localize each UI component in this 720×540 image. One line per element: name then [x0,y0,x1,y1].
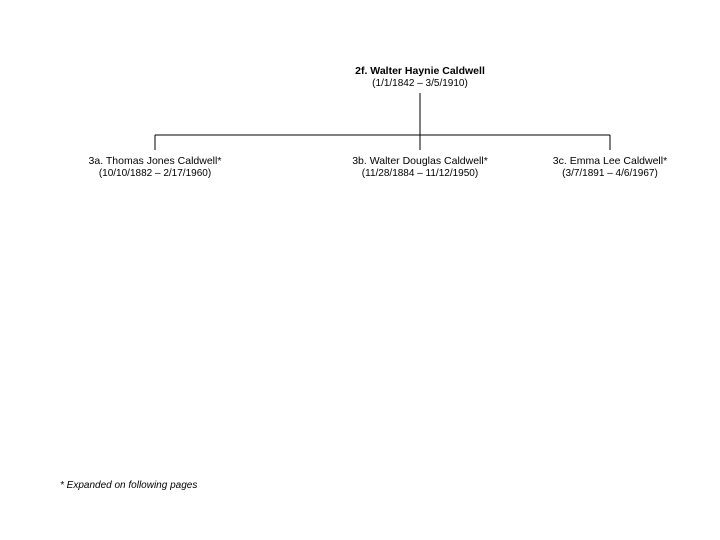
tree-child-node-2: 3c. Emma Lee Caldwell* (3/7/1891 – 4/6/1… [515,155,705,181]
tree-child-node-1: 3b. Walter Douglas Caldwell* (11/28/1884… [320,155,520,181]
tree-child-name-0: 3a. Thomas Jones Caldwell* [55,155,255,168]
tree-child-dates-2: (3/7/1891 – 4/6/1967) [515,168,705,181]
tree-child-dates-0: (10/10/1882 – 2/17/1960) [55,168,255,181]
footnote-text: * Expanded on following pages [60,480,197,491]
tree-parent-dates: (1/1/1842 – 3/5/1910) [320,78,520,91]
tree-child-name-1: 3b. Walter Douglas Caldwell* [320,155,520,168]
tree-child-node-0: 3a. Thomas Jones Caldwell* (10/10/1882 –… [55,155,255,181]
tree-child-name-2: 3c. Emma Lee Caldwell* [515,155,705,168]
tree-parent-node: 2f. Walter Haynie Caldwell (1/1/1842 – 3… [320,65,520,91]
tree-child-dates-1: (11/28/1884 – 11/12/1950) [320,168,520,181]
tree-parent-name: 2f. Walter Haynie Caldwell [320,65,520,78]
